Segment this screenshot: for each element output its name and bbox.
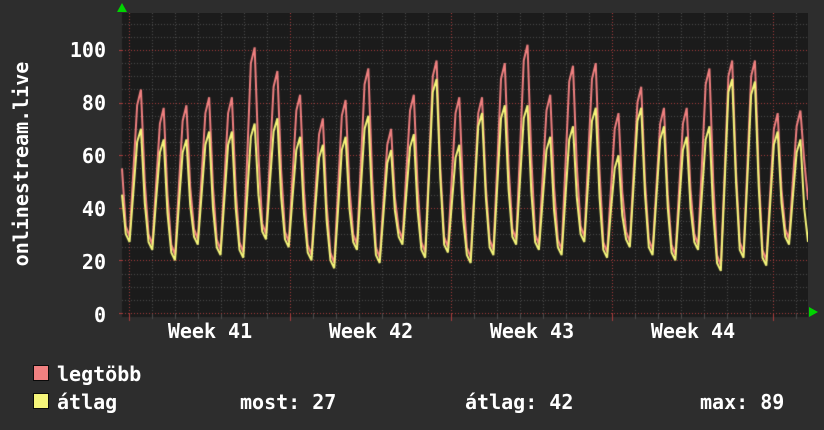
chart-plot-area (119, 13, 808, 323)
stat-most: most: 27 (240, 390, 337, 414)
stat-max: max: 89 (700, 390, 785, 414)
legend-label-atlag: átlag (57, 390, 118, 414)
x-tick-label-week42: Week 42 (328, 319, 414, 343)
y-tick-label-40: 40 (81, 197, 106, 221)
legend-swatch-atlag-icon (33, 393, 49, 409)
x-tick-label-week44: Week 44 (650, 319, 736, 343)
y-tick-label-60: 60 (81, 144, 106, 168)
y-axis-arrow-icon (117, 3, 127, 12)
legend-swatch-legtobb-icon (33, 365, 49, 381)
stat-atlag: átlag: 42 (465, 390, 574, 414)
site-title: onlinestream.live (9, 61, 33, 267)
y-tick-label-0: 0 (93, 303, 106, 327)
x-axis-arrow-icon (809, 307, 818, 317)
x-tick-label-week43: Week 43 (489, 319, 575, 343)
y-tick-label-100: 100 (69, 38, 106, 62)
y-tick-label-80: 80 (81, 91, 106, 115)
legend-label-legtobb: legtöbb (57, 362, 142, 386)
y-tick-label-20: 20 (81, 250, 106, 274)
x-tick-label-week41: Week 41 (167, 319, 253, 343)
